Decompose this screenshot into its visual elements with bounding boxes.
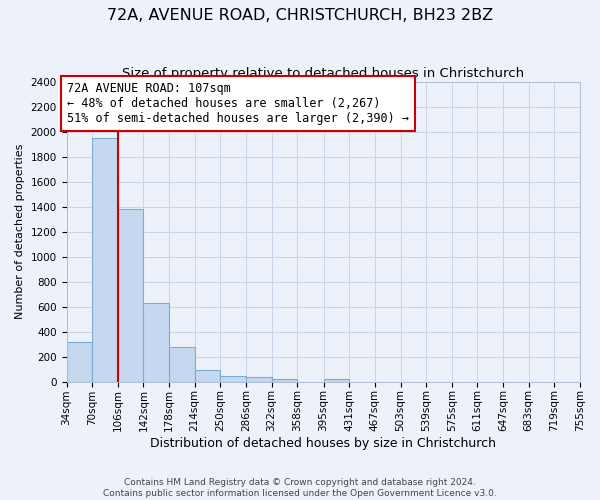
Bar <box>67 342 92 382</box>
Title: Size of property relative to detached houses in Christchurch: Size of property relative to detached ho… <box>122 68 524 80</box>
Bar <box>143 303 169 382</box>
X-axis label: Distribution of detached houses by size in Christchurch: Distribution of detached houses by size … <box>150 437 496 450</box>
Bar <box>220 376 246 382</box>
Bar <box>323 379 349 382</box>
Bar <box>246 378 272 382</box>
Text: 72A, AVENUE ROAD, CHRISTCHURCH, BH23 2BZ: 72A, AVENUE ROAD, CHRISTCHURCH, BH23 2BZ <box>107 8 493 22</box>
Bar <box>118 209 143 382</box>
Text: 72A AVENUE ROAD: 107sqm
← 48% of detached houses are smaller (2,267)
51% of semi: 72A AVENUE ROAD: 107sqm ← 48% of detache… <box>67 82 409 126</box>
Bar <box>195 370 220 382</box>
Text: Contains HM Land Registry data © Crown copyright and database right 2024.
Contai: Contains HM Land Registry data © Crown c… <box>103 478 497 498</box>
Bar <box>92 138 118 382</box>
Bar <box>272 379 297 382</box>
Y-axis label: Number of detached properties: Number of detached properties <box>15 144 25 320</box>
Bar <box>169 348 195 382</box>
